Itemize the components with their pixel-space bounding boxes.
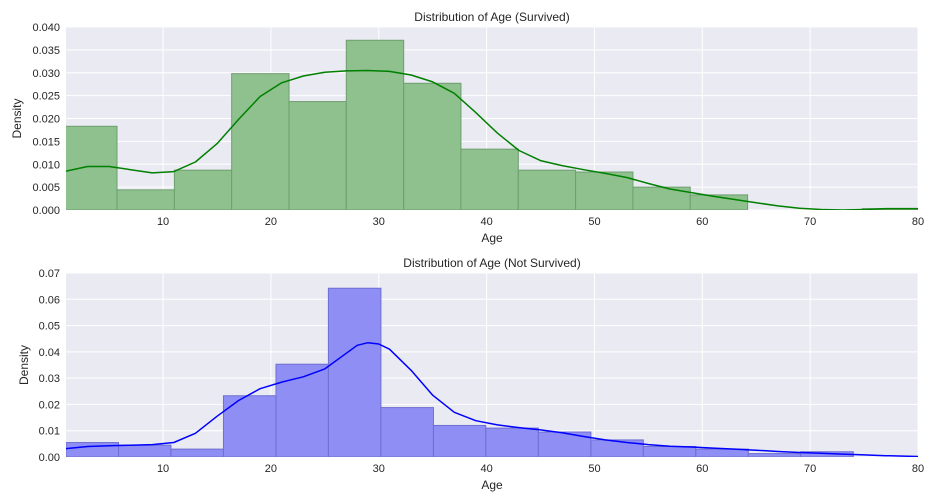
histogram-bar <box>66 442 120 457</box>
chart-1: 10 20 30 40 50 60 70 80 0.000 0.005 0.010 0.015 0.02… <box>10 10 924 245</box>
y-tick-label: 0.02 <box>39 399 60 411</box>
y-tick-label: 0.05 <box>39 321 60 333</box>
x-tick-label: 20 <box>265 463 277 475</box>
y-axis-label: Density <box>17 345 31 385</box>
histogram-bar <box>116 189 175 210</box>
y-tick-label: 0.07 <box>39 268 60 280</box>
histogram-bars <box>66 39 918 210</box>
x-tick-label: 40 <box>480 216 492 228</box>
plot-area <box>66 273 918 457</box>
y-tick-label: 0.00 <box>39 452 60 464</box>
y-tick-label: 0.03 <box>39 373 60 385</box>
x-tick-label: 60 <box>696 216 708 228</box>
x-tick-label: 10 <box>157 463 169 475</box>
x-tick-label: 50 <box>588 463 600 475</box>
chart-title: Distribution of Age (Survived) <box>414 10 569 24</box>
y-tick-label: 0.015 <box>32 136 60 148</box>
y-tick-label: 0.025 <box>32 91 60 103</box>
histogram-bar <box>66 125 118 210</box>
histogram-bar <box>380 407 434 457</box>
histogram-bar <box>327 287 382 457</box>
kde-line <box>66 341 918 457</box>
histogram-bar <box>432 424 487 457</box>
x-tick-label: 80 <box>912 216 924 228</box>
y-tick-label: 0.020 <box>32 114 60 126</box>
histogram-bar <box>747 453 802 457</box>
x-tick-label: 70 <box>804 463 816 475</box>
histogram-bar <box>517 169 577 210</box>
y-tick-label: 0.010 <box>32 159 60 171</box>
x-tick-label: 40 <box>480 463 492 475</box>
y-tick-label: 0.000 <box>32 205 60 217</box>
y-tick-label: 0.04 <box>39 347 60 359</box>
x-tick-label: 60 <box>696 463 708 475</box>
histogram-bar <box>222 395 277 457</box>
y-axis-label: Density <box>10 98 24 138</box>
kde-line <box>66 69 918 210</box>
histogram-bar <box>642 445 697 457</box>
y-tick-label: 0.030 <box>32 68 60 80</box>
histogram-bar <box>118 444 172 457</box>
y-tick-label: 0.01 <box>39 426 60 438</box>
x-tick-label: 30 <box>373 216 385 228</box>
x-tick-label: 70 <box>804 216 816 228</box>
histogram-bar <box>590 439 644 457</box>
chart-2: 10 20 30 40 50 60 70 80 0.00 0.01 0.02 0.03 0.04 0.05… <box>17 256 924 492</box>
y-tick-label: 0.035 <box>32 45 60 57</box>
histogram-bar <box>275 363 329 457</box>
y-tick-label: 0.040 <box>32 22 60 34</box>
x-tick-label: 50 <box>588 216 600 228</box>
histogram-bar <box>173 169 233 210</box>
x-axis-label: Age <box>481 231 503 245</box>
x-axis-label: Age <box>481 478 503 492</box>
histogram-bar <box>345 39 405 210</box>
y-tick-label: 0.005 <box>32 182 60 194</box>
x-tick-label: 10 <box>157 216 169 228</box>
histogram-bar <box>485 427 539 457</box>
x-tick-label: 30 <box>373 463 385 475</box>
histogram-bar <box>575 171 634 210</box>
histogram-bar <box>170 448 224 457</box>
y-tick-label: 0.06 <box>39 294 60 306</box>
chart-title: Distribution of Age (Not Survived) <box>403 256 580 270</box>
histogram-bar <box>403 82 462 210</box>
histogram-bar <box>460 148 519 210</box>
x-tick-label: 20 <box>265 216 277 228</box>
histogram-bar <box>231 73 290 210</box>
histogram-bar <box>695 448 749 457</box>
x-tick-label: 80 <box>912 463 924 475</box>
histogram-bar <box>288 101 347 210</box>
